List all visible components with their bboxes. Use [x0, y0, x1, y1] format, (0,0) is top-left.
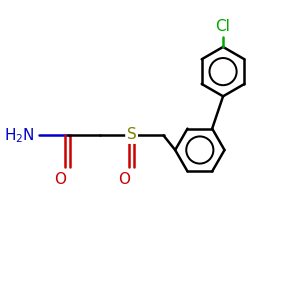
Text: H$_2$N: H$_2$N	[4, 126, 35, 145]
Text: Cl: Cl	[216, 19, 230, 34]
Text: S: S	[127, 128, 136, 142]
Text: O: O	[118, 172, 130, 187]
Text: O: O	[55, 172, 67, 187]
